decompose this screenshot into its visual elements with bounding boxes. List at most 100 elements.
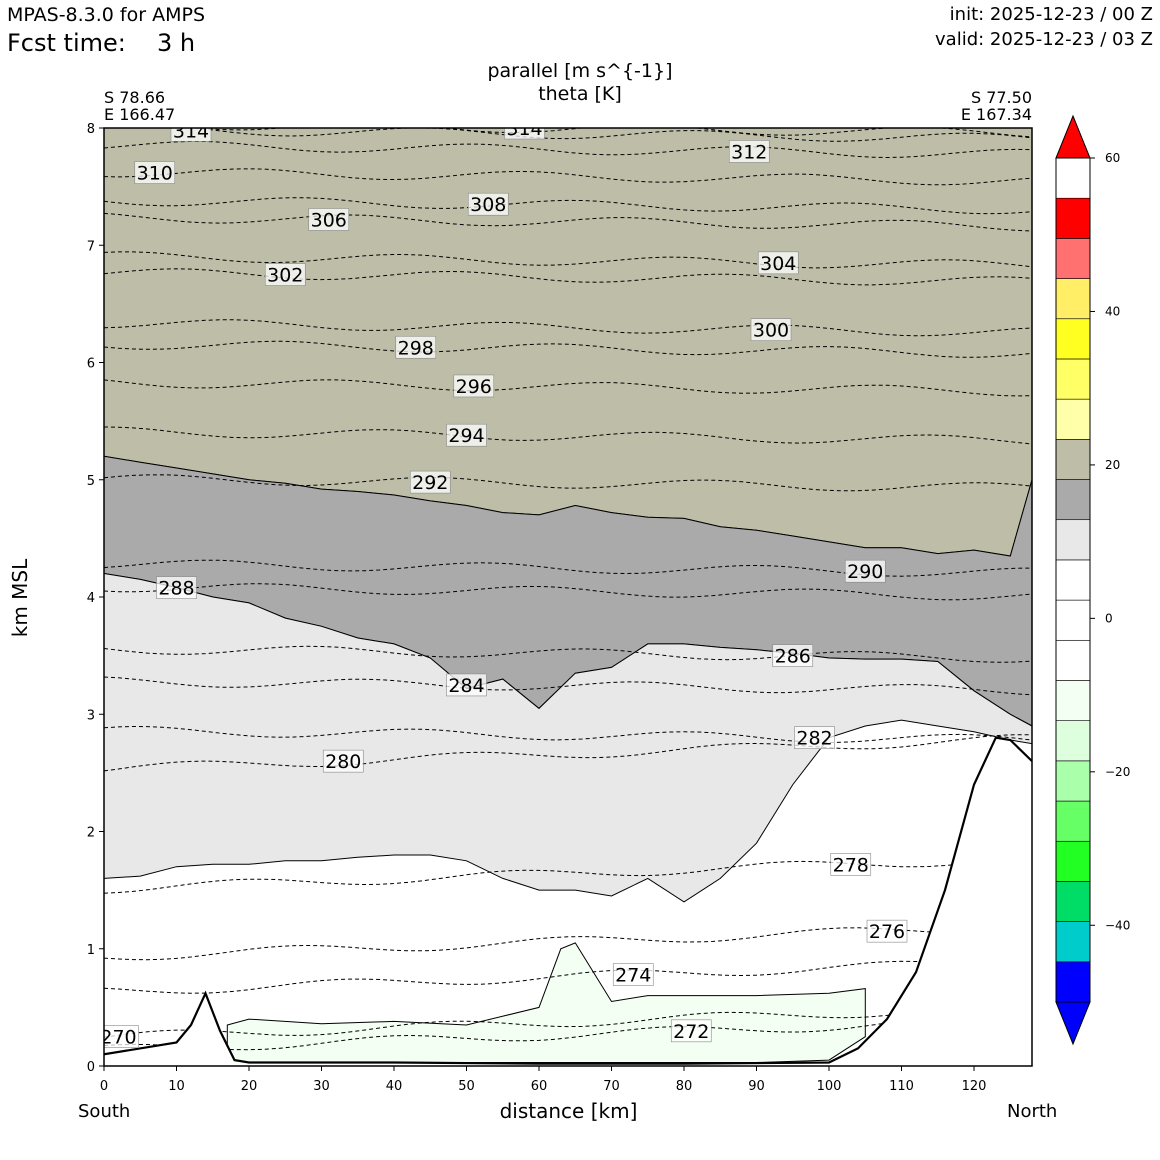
theta-contour bbox=[104, 474, 1032, 492]
theta-label-box bbox=[322, 749, 364, 773]
theta-label-box bbox=[504, 128, 545, 140]
colorbar-segment bbox=[1055, 439, 1091, 480]
theta-label-box bbox=[844, 559, 886, 583]
theta-contour bbox=[104, 927, 1032, 961]
colorbar-segment bbox=[1055, 559, 1091, 601]
colorbar-segment bbox=[1055, 639, 1091, 681]
x-tick-label: 70 bbox=[603, 1079, 620, 1094]
theta-label-box bbox=[395, 335, 437, 359]
theta-label-box bbox=[446, 423, 487, 447]
theta-contour bbox=[104, 676, 1032, 696]
theta-contour bbox=[104, 854, 1032, 894]
theta-label-box bbox=[670, 1019, 712, 1043]
theta-contour bbox=[104, 268, 1032, 286]
theta-label: 314 bbox=[173, 120, 209, 142]
theta-label-box bbox=[409, 470, 451, 494]
y-tick-label: 0 bbox=[87, 1060, 95, 1075]
colorbar-tick-label: 20 bbox=[1105, 458, 1120, 472]
theta-label-box bbox=[794, 726, 835, 750]
theta-contour bbox=[104, 725, 1032, 744]
theta-label-box bbox=[866, 919, 908, 943]
y-tick-label: 2 bbox=[87, 826, 95, 841]
y-tick-label: 5 bbox=[87, 474, 95, 489]
theta-contour bbox=[104, 645, 1032, 663]
y-tick-label: 4 bbox=[87, 591, 95, 606]
theta-label-box bbox=[156, 576, 197, 599]
colorbar-segment bbox=[1055, 278, 1091, 320]
theta-label: 298 bbox=[398, 337, 434, 359]
theta-contour bbox=[104, 559, 1032, 577]
terrain-fill bbox=[104, 737, 1032, 1066]
colorbar-tick-label: 40 bbox=[1105, 304, 1120, 318]
end-point-coordinates: S 77.50 E 167.34 bbox=[961, 89, 1032, 123]
theta-contour bbox=[104, 197, 1032, 215]
init-time: init: 2025-12-23 / 00 Z bbox=[949, 4, 1153, 25]
theta-contour bbox=[104, 140, 1032, 159]
theta-label: 282 bbox=[796, 728, 832, 750]
theta-label: 304 bbox=[760, 253, 796, 275]
x-tick-label: 80 bbox=[676, 1079, 693, 1094]
terrain-line bbox=[104, 736, 1032, 1065]
x-tick-label: 60 bbox=[531, 1079, 548, 1094]
theta-contour bbox=[104, 212, 1032, 232]
theta-label: 308 bbox=[470, 194, 506, 216]
colorbar-segment bbox=[1055, 479, 1091, 521]
colorbar-segment bbox=[1055, 318, 1091, 360]
colorbar-segment bbox=[1055, 358, 1091, 400]
theta-label: 288 bbox=[158, 578, 194, 600]
direction-left-label: South bbox=[78, 1101, 131, 1122]
colorbar-segment bbox=[1055, 519, 1091, 561]
x-tick-label: 120 bbox=[962, 1079, 987, 1094]
theta-label: 286 bbox=[775, 646, 811, 668]
colorbar-segment bbox=[1055, 800, 1091, 842]
y-tick-label: 1 bbox=[87, 943, 95, 958]
theta-label-box bbox=[453, 374, 495, 398]
chart-subtitle: theta [K] bbox=[538, 83, 622, 105]
theta-label-box bbox=[757, 251, 799, 275]
end-lon: E 167.34 bbox=[960, 105, 1032, 124]
theta-label: 310 bbox=[137, 163, 173, 185]
theta-label-box bbox=[467, 192, 509, 216]
colorbar-tick-label: 60 bbox=[1105, 151, 1120, 165]
colorbar-segment bbox=[1055, 760, 1091, 802]
theta-label: 312 bbox=[731, 141, 767, 163]
colorbar-segment bbox=[1055, 881, 1091, 922]
theta-label: 270 bbox=[100, 1027, 136, 1049]
y-tick-label: 3 bbox=[87, 708, 95, 723]
colorbar-segment bbox=[1055, 840, 1091, 882]
theta-label: 280 bbox=[325, 751, 361, 773]
colorbar-segment bbox=[1055, 720, 1091, 762]
start-lon: E 166.47 bbox=[104, 105, 176, 124]
colorbar-tick-label: 0 bbox=[1105, 611, 1113, 625]
theta-label: 314 bbox=[506, 118, 542, 140]
x-tick-label: 0 bbox=[100, 1079, 108, 1094]
theta-label: 274 bbox=[615, 965, 651, 987]
theta-contour bbox=[104, 379, 1032, 397]
theta-label-box bbox=[170, 128, 212, 142]
theta-label-box bbox=[264, 263, 306, 286]
theta-label-box bbox=[750, 318, 792, 341]
theta-label: 292 bbox=[412, 472, 448, 494]
theta-label: 300 bbox=[753, 320, 789, 342]
y-tick-label: 7 bbox=[87, 239, 95, 254]
plot-content: 270 272 274 276 278 280 282 284 286 288 290 292 294 2… bbox=[100, 118, 1032, 1066]
theta-label: 272 bbox=[673, 1021, 709, 1043]
colorbar-segment bbox=[1055, 680, 1091, 721]
theta-contour bbox=[104, 583, 1032, 601]
theta-label-box bbox=[728, 140, 770, 163]
theta-contour bbox=[104, 1002, 1032, 1038]
theta-label-box bbox=[612, 963, 654, 986]
chart-title: parallel [m s^{-1}] bbox=[487, 60, 673, 82]
x-tick-label: 50 bbox=[458, 1079, 475, 1094]
colorbar-segment bbox=[1055, 398, 1091, 440]
theta-label-box bbox=[134, 161, 176, 184]
y-tick-label: 6 bbox=[87, 357, 95, 372]
theta-contour bbox=[104, 1017, 1032, 1051]
colorbar-segment bbox=[1055, 238, 1091, 279]
x-tick-label: 40 bbox=[386, 1079, 403, 1094]
theta-label: 302 bbox=[267, 265, 303, 287]
y-tick-label: 8 bbox=[87, 122, 95, 137]
theta-contour bbox=[104, 251, 1032, 269]
direction-right-label: North bbox=[1007, 1101, 1058, 1122]
